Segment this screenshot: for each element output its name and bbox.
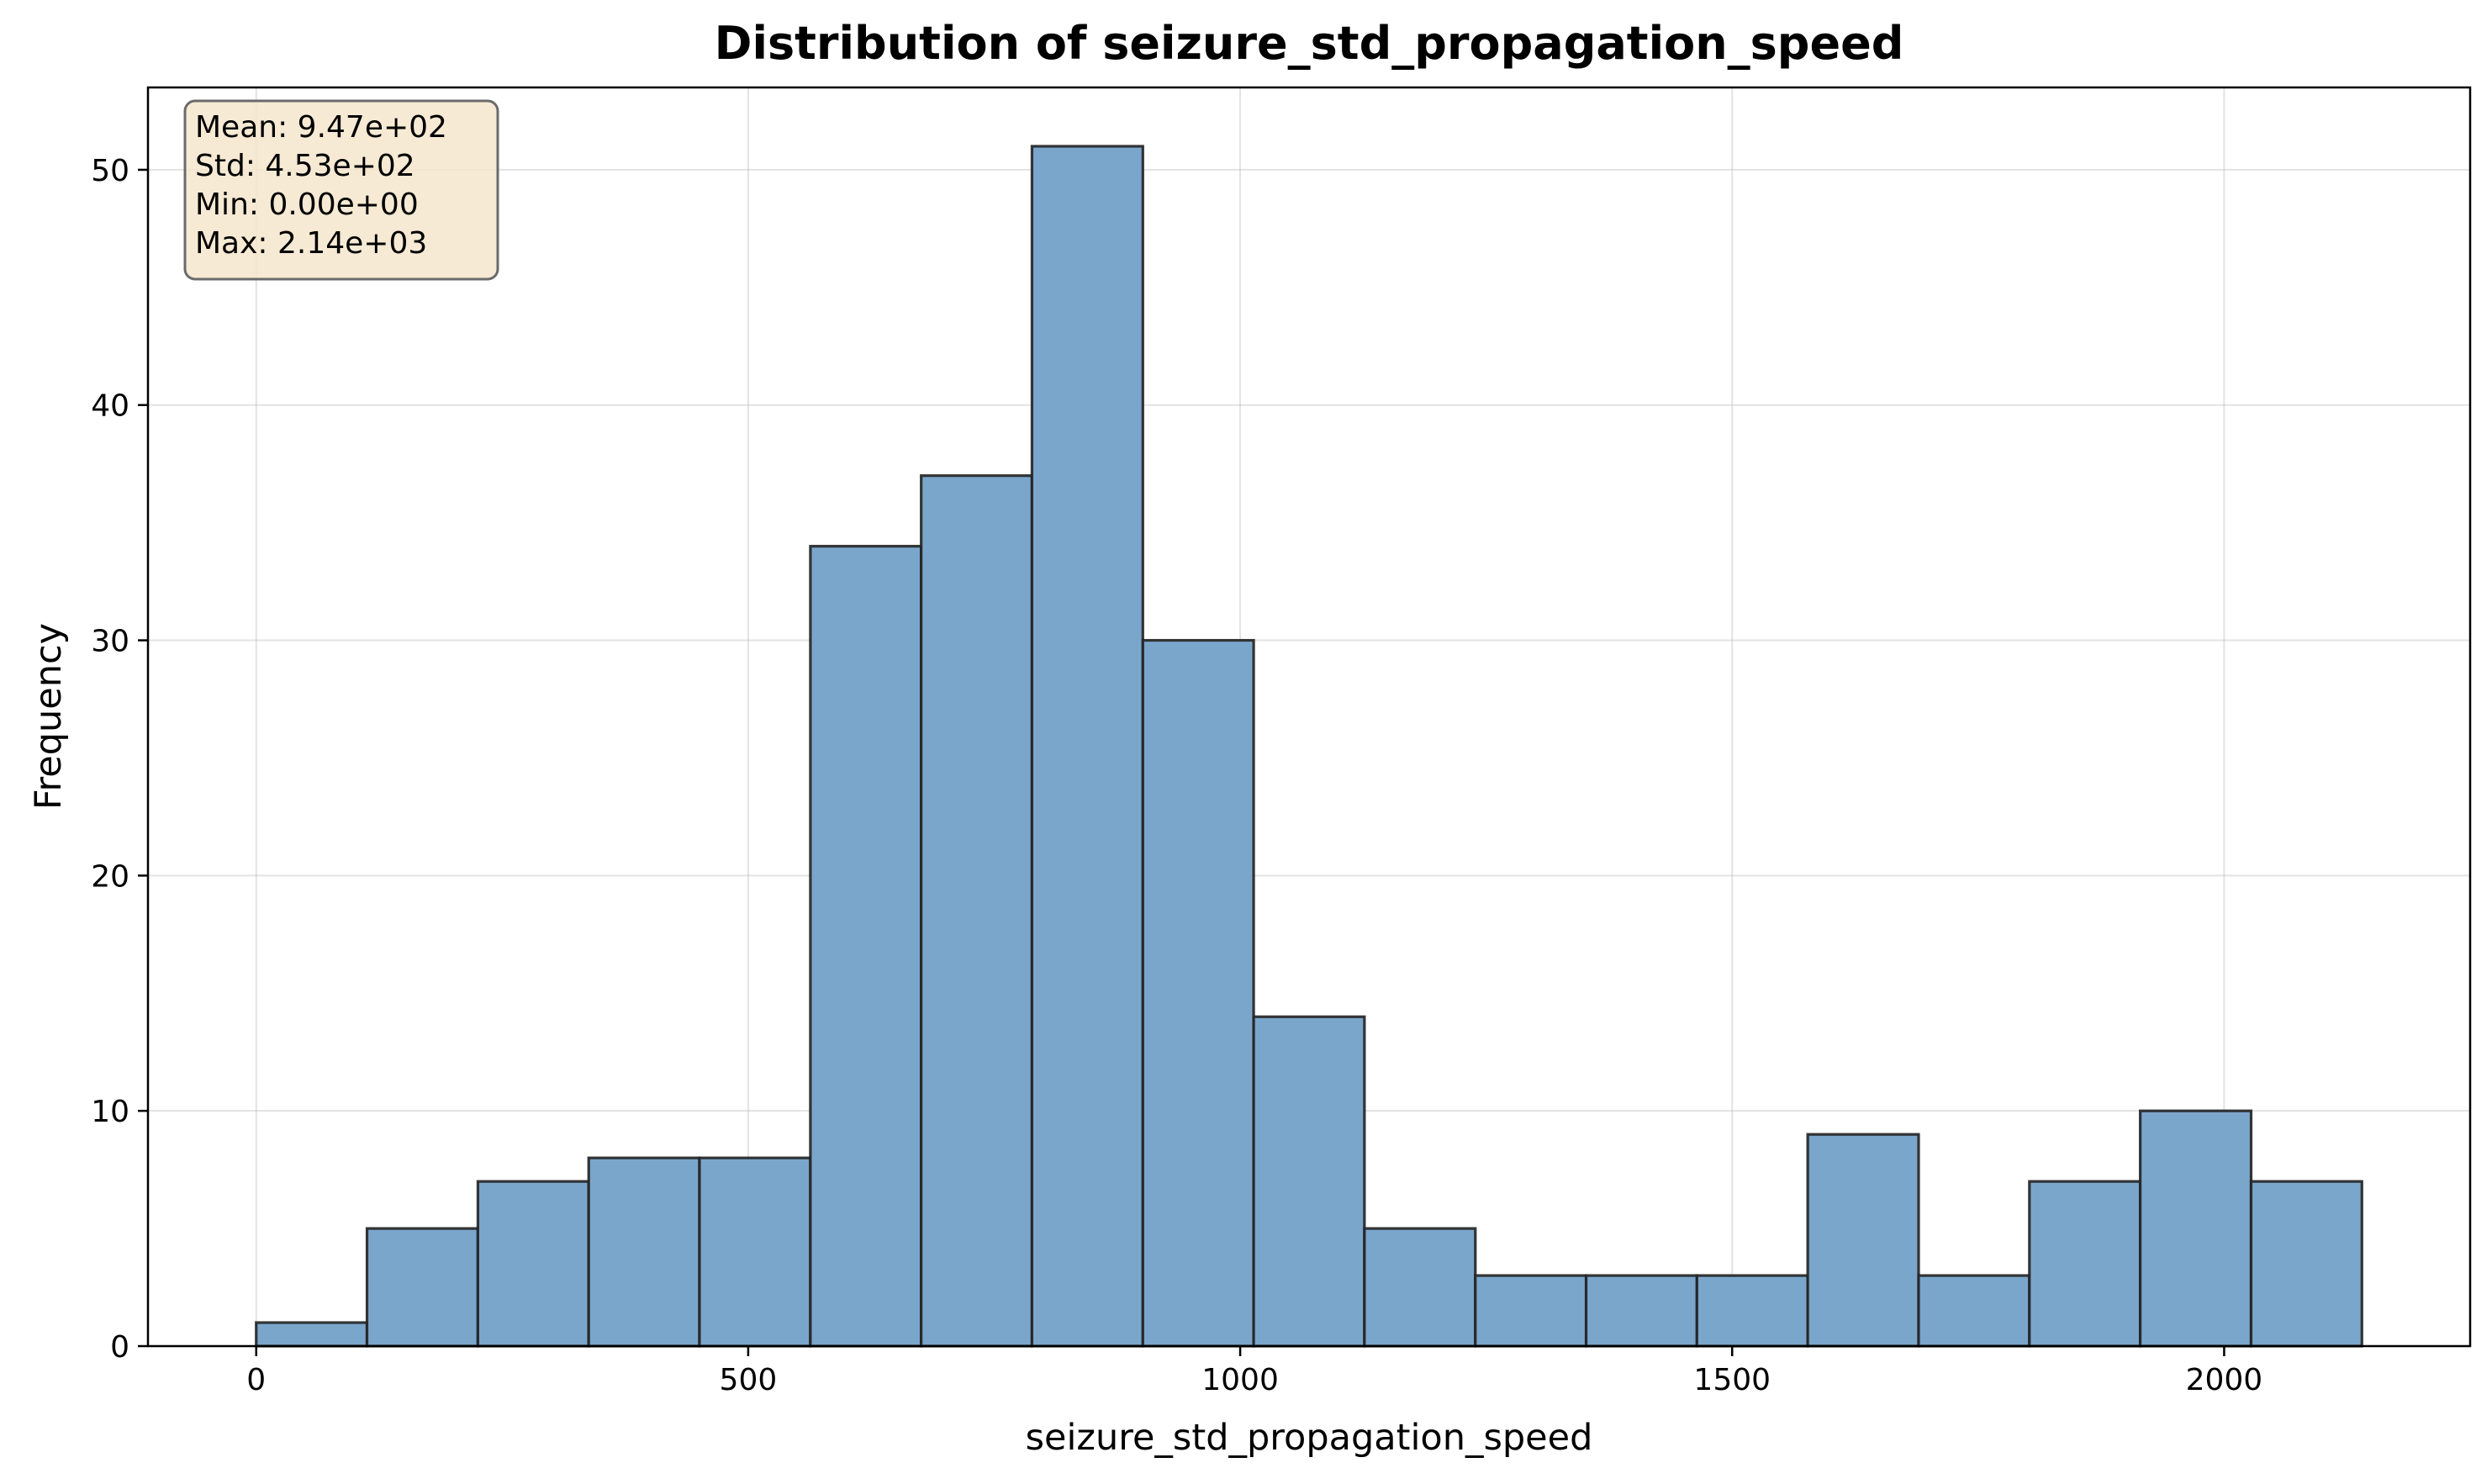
histogram-bar bbox=[920, 474, 1034, 1348]
stats-box-background bbox=[183, 99, 499, 281]
histogram-bar bbox=[1917, 1274, 2031, 1348]
histogram-bar bbox=[698, 1156, 812, 1348]
histogram-bar bbox=[1141, 638, 1255, 1348]
y-tick-label: 40 bbox=[91, 389, 129, 424]
histogram-bar bbox=[2249, 1180, 2363, 1348]
histogram-bar bbox=[255, 1321, 369, 1348]
x-tick-label: 0 bbox=[246, 1363, 266, 1397]
x-tick-label: 500 bbox=[720, 1363, 778, 1397]
x-tick-label: 1500 bbox=[1693, 1363, 1771, 1397]
stats-min: Min: 0.00e+00 bbox=[195, 187, 419, 222]
chart-title: Distribution of seizure_std_propagation_… bbox=[715, 17, 1904, 70]
histogram-bar bbox=[1363, 1227, 1477, 1348]
histogram-bar bbox=[2028, 1180, 2142, 1348]
y-tick-label: 20 bbox=[91, 859, 129, 894]
histogram-bar bbox=[476, 1180, 590, 1348]
histogram-bar bbox=[1584, 1274, 1698, 1348]
x-axis-label: seizure_std_propagation_speed bbox=[1026, 1417, 1593, 1459]
histogram-bar bbox=[1252, 1015, 1366, 1348]
y-tick-label: 30 bbox=[91, 625, 129, 659]
histogram-bar bbox=[809, 545, 923, 1348]
plot-frame bbox=[146, 86, 2472, 1348]
x-axis-ticks: 0 500 1000 1500 2000 bbox=[246, 1346, 2262, 1397]
histogram-bars bbox=[255, 145, 2363, 1348]
histogram-bar bbox=[587, 1156, 701, 1348]
histogram-bar bbox=[1806, 1133, 1920, 1348]
histogram-bar bbox=[365, 1227, 480, 1348]
histogram-bar bbox=[1695, 1274, 1809, 1348]
y-tick-label: 0 bbox=[110, 1330, 129, 1365]
y-tick-label: 10 bbox=[91, 1095, 129, 1129]
stats-box: Mean: 9.47e+02 Std: 4.53e+02 Min: 0.00e+… bbox=[183, 99, 499, 281]
histogram-bar bbox=[2138, 1109, 2253, 1348]
x-tick-label: 1000 bbox=[1201, 1363, 1279, 1397]
y-axis-label: Frequency bbox=[28, 623, 70, 810]
x-tick-label: 2000 bbox=[2186, 1363, 2263, 1397]
y-axis-ticks: 0 10 20 30 40 50 bbox=[91, 154, 148, 1365]
histogram-bar bbox=[1030, 145, 1144, 1348]
histogram-bar bbox=[1474, 1274, 1588, 1348]
stats-std: Std: 4.53e+02 bbox=[195, 149, 415, 183]
stats-max: Max: 2.14e+03 bbox=[195, 226, 427, 261]
stats-mean: Mean: 9.47e+02 bbox=[195, 110, 447, 145]
y-tick-label: 50 bbox=[91, 154, 129, 188]
